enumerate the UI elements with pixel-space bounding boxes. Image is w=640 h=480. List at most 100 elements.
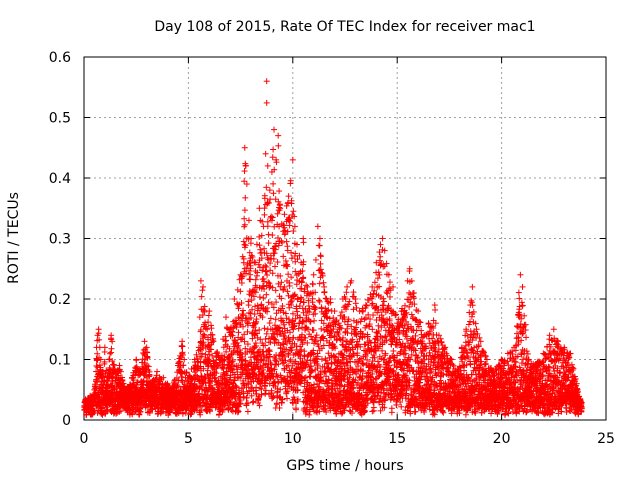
data-point (269, 270, 276, 277)
data-point (430, 410, 437, 417)
data-point (262, 390, 269, 397)
data-point (369, 326, 376, 333)
data-point (137, 409, 144, 416)
data-point (395, 371, 402, 378)
data-point (258, 232, 265, 239)
data-point (138, 403, 145, 410)
data-point (94, 350, 101, 357)
data-point (406, 303, 413, 310)
data-point (240, 259, 247, 266)
data-point (208, 325, 215, 332)
data-point (278, 279, 285, 286)
data-point (290, 228, 297, 235)
data-point (252, 276, 259, 283)
data-point (369, 300, 376, 307)
data-point (283, 395, 290, 402)
data-point (311, 317, 318, 324)
data-point (317, 260, 324, 267)
data-point (90, 408, 97, 415)
data-point (256, 233, 263, 240)
data-point (285, 292, 292, 299)
data-point (272, 287, 279, 294)
data-point (386, 279, 393, 286)
data-point (360, 361, 367, 368)
data-point (272, 316, 279, 323)
data-point (96, 336, 103, 343)
data-point (93, 362, 100, 369)
data-point (268, 213, 275, 220)
data-point (247, 271, 254, 278)
data-point (350, 317, 357, 324)
data-point (261, 325, 268, 332)
data-point (262, 387, 269, 394)
data-point (109, 358, 116, 365)
data-point (375, 269, 382, 276)
data-point (380, 298, 387, 305)
data-point (249, 399, 256, 406)
data-point (256, 294, 263, 301)
data-point (266, 320, 273, 327)
data-point (263, 184, 270, 191)
data-point (106, 350, 113, 357)
data-point (377, 253, 384, 260)
data-point (91, 407, 98, 414)
data-point (108, 345, 115, 352)
data-point (235, 329, 242, 336)
data-point (201, 303, 208, 310)
data-point (328, 360, 335, 367)
data-point (244, 408, 251, 415)
data-point (305, 302, 312, 309)
data-point (242, 194, 249, 201)
data-point (223, 337, 230, 344)
data-point (209, 331, 216, 338)
data-point (270, 180, 277, 187)
data-point (274, 234, 281, 241)
data-point (316, 280, 323, 287)
data-point (373, 375, 380, 382)
data-point (240, 380, 247, 387)
data-point (136, 411, 143, 418)
data-point (276, 188, 283, 195)
data-point (263, 263, 270, 270)
data-point (264, 272, 271, 279)
data-point (270, 146, 277, 153)
data-point (253, 384, 260, 391)
data-point (241, 178, 248, 185)
data-point (117, 407, 124, 414)
data-point (316, 242, 323, 249)
data-point (355, 319, 362, 326)
data-point (370, 404, 377, 411)
data-point (284, 228, 291, 235)
data-point (271, 263, 278, 270)
points-layer (81, 78, 585, 419)
data-point (117, 368, 124, 375)
data-point (312, 256, 319, 263)
data-point (267, 267, 274, 274)
data-point (199, 287, 206, 294)
data-point (241, 207, 248, 214)
data-point (112, 409, 119, 416)
data-point (353, 304, 360, 311)
data-point (252, 327, 259, 334)
data-point (317, 253, 324, 260)
data-point (280, 287, 287, 294)
data-point (200, 331, 207, 338)
data-point (269, 232, 276, 239)
data-point (412, 408, 419, 415)
data-point (249, 306, 256, 313)
data-point (359, 308, 366, 315)
data-point (101, 358, 108, 365)
data-point (286, 282, 293, 289)
data-point (93, 368, 100, 375)
data-point (374, 275, 381, 282)
data-point (288, 274, 295, 281)
data-point (315, 297, 322, 304)
data-point (316, 298, 323, 305)
data-point (283, 238, 290, 245)
data-point (267, 315, 274, 322)
data-point (258, 386, 265, 393)
data-point (261, 211, 268, 218)
data-point (274, 259, 281, 266)
